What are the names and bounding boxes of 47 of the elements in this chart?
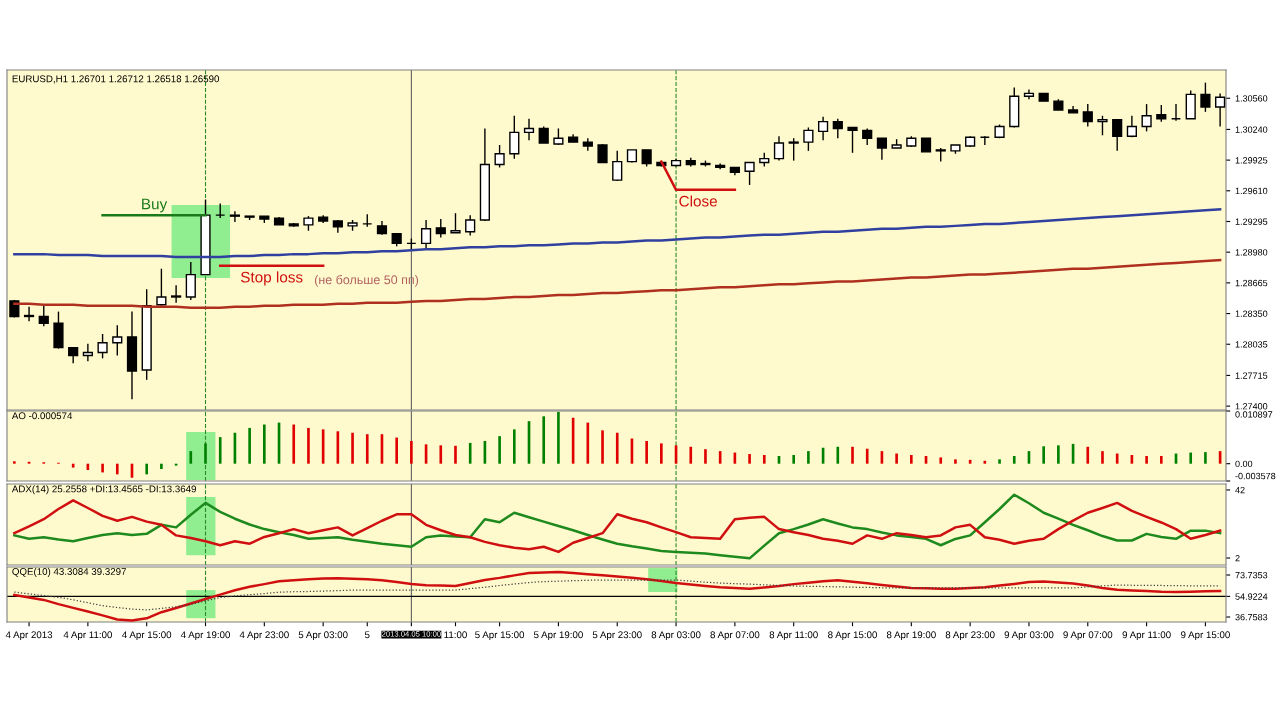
- y-tick-label: 1.29295: [1235, 218, 1268, 225]
- y-tick-label: 1.28980: [1235, 249, 1268, 256]
- chart-title: QQE(10) 43.3084 39.3297: [12, 567, 126, 577]
- y-tick-label: 0.00: [1235, 460, 1253, 468]
- x-tick-label: 9 Apr 07:00: [1063, 631, 1113, 641]
- y-tick-label: -0.003578: [1235, 472, 1276, 480]
- x-tick-label: 8 Apr 19:00: [886, 631, 936, 641]
- x-tick-label: 8 Apr 11:00: [769, 631, 818, 641]
- y-tick-label: 73.7353: [1235, 571, 1268, 579]
- chart-title: EURUSD,H1 1.26701 1.26712 1.26518 1.26590: [12, 75, 220, 84]
- x-tick-label: 4 Apr 11:00: [63, 631, 112, 641]
- chart-title: AO -0.000574: [11, 412, 73, 420]
- y-tick-label: 1.29610: [1235, 187, 1268, 195]
- series-label: Close: [679, 195, 717, 207]
- x-tick-label: 8 Apr 15:00: [828, 631, 877, 641]
- y-tick-label: 54.9224: [1235, 593, 1268, 600]
- series-label: Stop loss: [240, 271, 303, 286]
- y-tick-label: 1.29925: [1235, 157, 1268, 164]
- x-tick-label: 5 Apr 19:00: [533, 631, 583, 641]
- x-tick-label: 8 Apr 07:00: [710, 631, 760, 641]
- x-tick-label: 4 Apr 15:00: [122, 631, 172, 641]
- y-tick-label: 42: [1235, 486, 1245, 494]
- x-tick-label: 4 Apr 23:00: [239, 631, 289, 641]
- x-tick-label: 11:00: [444, 631, 467, 639]
- y-tick-label: 2: [1235, 554, 1240, 562]
- y-tick-label: 1.28035: [1235, 341, 1268, 348]
- y-tick-label: 0.010897: [1235, 411, 1273, 418]
- x-tick-label: 9 Apr 03:00: [1004, 631, 1054, 641]
- x-tick-label: 4 Apr 19:00: [180, 631, 230, 641]
- y-tick-label: 1.30560: [1235, 95, 1268, 102]
- y-tick-label: 1.27715: [1235, 372, 1268, 379]
- x-tick-label: 8 Apr 23:00: [945, 631, 995, 641]
- chart-title: ADX(14) 25.2558 +DI:13.4565 -DI:13.3649: [11, 485, 196, 495]
- x-tick-label: 5: [364, 631, 370, 639]
- y-tick-label: 36.7583: [1235, 613, 1268, 621]
- y-tick-label: 1.27400: [1235, 403, 1268, 410]
- x-tick-label: 5 Apr 23:00: [592, 631, 642, 641]
- x-tick-label: 9 Apr 11:00: [1122, 631, 1171, 641]
- y-tick-label: 1.28665: [1235, 279, 1268, 287]
- series-label: Buy: [142, 198, 168, 213]
- x-tick-label: 8 Apr 03:00: [651, 631, 701, 641]
- x-tick-label: 5 Apr 15:00: [475, 631, 525, 641]
- x-tick-label: 5 Apr 03:00: [298, 631, 348, 641]
- x-tick-label: 9 Apr 15:00: [1181, 631, 1230, 641]
- y-tick-label: 1.30240: [1235, 126, 1268, 133]
- y-tick-label: 1.28350: [1235, 310, 1268, 317]
- x-tick-label: 4 Apr 2013: [5, 631, 53, 641]
